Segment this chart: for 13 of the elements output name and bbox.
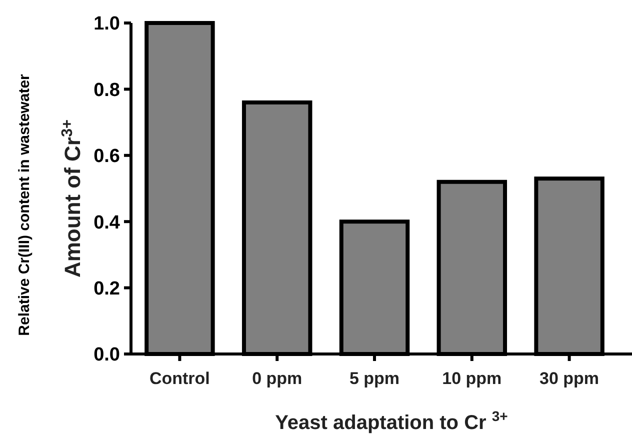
y-tick-label: 0.6 <box>94 146 120 168</box>
y-tick-label: 0.8 <box>94 80 120 101</box>
x-tick-label: 5 ppm <box>349 369 400 388</box>
y-tick-label: 0.2 <box>94 278 120 300</box>
y-tick-label: 0.4 <box>94 212 120 234</box>
y-tick-label: 1.0 <box>94 14 120 35</box>
y-tick-label: 0.0 <box>94 344 120 366</box>
text: Relative Cr(III) content in wastewater <box>16 74 33 336</box>
x-axis-title: Yeast adaptation to Cr $^{3+}$ <box>275 408 508 434</box>
x-tick-label: 0 ppm <box>252 369 302 388</box>
x-tick-label: Control <box>149 369 210 388</box>
x-tick-label: 10 ppm <box>442 369 502 388</box>
x-tick-label: 30 ppm <box>540 369 600 388</box>
